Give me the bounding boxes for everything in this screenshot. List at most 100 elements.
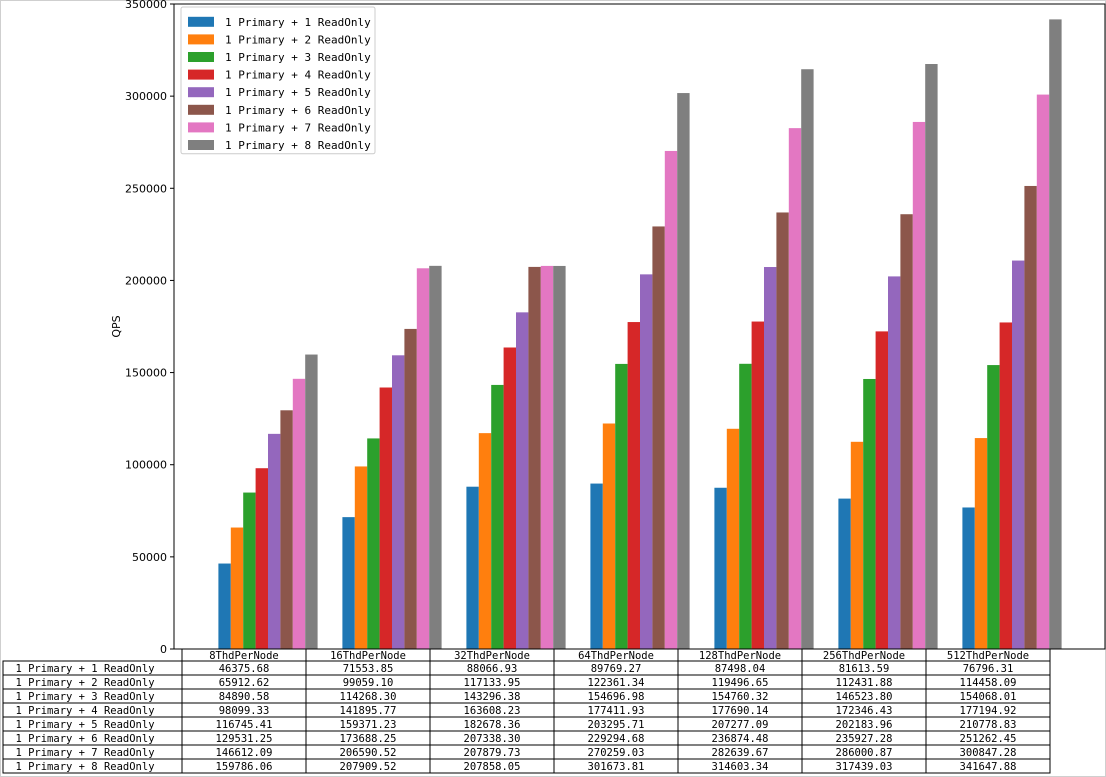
table-column-header: 64ThdPerNode — [578, 650, 654, 662]
table-row-label: 1 Primary + 6 ReadOnly — [15, 733, 154, 745]
bar — [776, 212, 789, 649]
table-cell-value: 71553.85 — [343, 663, 394, 675]
legend-swatch — [188, 87, 214, 98]
table-cell-value: 173688.25 — [340, 733, 397, 745]
y-tick-label: 0 — [160, 643, 167, 656]
bar — [714, 487, 727, 649]
table-row-label: 1 Primary + 8 ReadOnly — [15, 761, 154, 773]
data-table: 8ThdPerNode 16ThdPerNode 32ThdPerNode 64Thd… — [2, 648, 1051, 774]
bar — [664, 150, 678, 649]
y-tick-label: 150000 — [125, 367, 167, 380]
bar — [974, 438, 988, 649]
y-axis-label: QPS — [110, 315, 123, 337]
table-cell-value: 116745.41 — [216, 719, 273, 731]
table-cell-value: 98099.33 — [219, 705, 270, 717]
bar — [354, 466, 368, 649]
bar — [788, 128, 802, 649]
legend-label: 1 Primary + 2 ReadOnly — [225, 33, 371, 46]
table-cell-value: 207277.09 — [712, 719, 769, 731]
bar — [230, 527, 244, 649]
table-cell-value: 129531.25 — [216, 733, 273, 745]
table-row-label: 1 Primary + 4 ReadOnly — [15, 705, 154, 717]
bar — [416, 268, 430, 649]
table-cell-value: 210778.83 — [960, 719, 1017, 731]
table-column-header: 32ThdPerNode — [454, 650, 530, 662]
bar — [764, 267, 777, 649]
table-cell-value: 172346.43 — [836, 705, 893, 717]
bar — [218, 563, 231, 649]
legend-label: 1 Primary + 7 ReadOnly — [225, 121, 371, 134]
legend-label: 1 Primary + 4 ReadOnly — [225, 69, 371, 82]
bar — [268, 433, 281, 649]
table-cell-value: 88066.93 — [467, 663, 518, 675]
y-tick-label: 350000 — [125, 0, 167, 11]
bar — [404, 328, 417, 649]
bar — [1012, 260, 1025, 649]
table-cell-value: 159786.06 — [216, 761, 273, 773]
bar — [429, 265, 442, 649]
table-cell-value: 154068.01 — [960, 691, 1017, 703]
table-cell-value: 251262.45 — [960, 733, 1017, 745]
bar — [292, 378, 306, 649]
legend-swatch — [188, 104, 214, 115]
table-cell-value: 146612.09 — [216, 747, 273, 759]
table-cell-value: 202183.96 — [836, 719, 893, 731]
bar — [478, 433, 492, 649]
table-cell-value: 163608.23 — [464, 705, 521, 717]
table-cell-value: 341647.88 — [960, 761, 1017, 773]
legend-box — [180, 6, 376, 155]
bar — [367, 438, 380, 649]
bar — [503, 347, 516, 649]
table-cell-value: 235927.28 — [836, 733, 893, 745]
table-cell-value: 114458.09 — [960, 677, 1017, 689]
y-tick-label: 50000 — [132, 551, 167, 564]
table-cell-value: 65912.62 — [219, 677, 270, 689]
bar — [801, 69, 814, 650]
bar — [677, 93, 690, 649]
bar — [342, 517, 355, 649]
bar — [255, 468, 268, 649]
bar — [528, 266, 541, 649]
table-cell-value: 154696.98 — [588, 691, 645, 703]
bar — [838, 498, 851, 649]
table-row-label: 1 Primary + 2 ReadOnly — [15, 677, 154, 689]
bar — [888, 276, 901, 649]
table-cell-value: 314603.34 — [712, 761, 769, 773]
table-cell-value: 46375.68 — [219, 663, 270, 675]
table-cell-value: 270259.03 — [588, 747, 645, 759]
table-cell-value: 177690.14 — [712, 705, 769, 717]
y-tick-label: 100000 — [125, 459, 167, 472]
table-cell-value: 119496.65 — [712, 677, 769, 689]
bar — [739, 363, 752, 649]
bar — [850, 441, 864, 649]
table-cell-value: 159371.23 — [340, 719, 397, 731]
legend-swatch — [188, 34, 214, 45]
table-row-label: 1 Primary + 7 ReadOnly — [15, 747, 154, 759]
legend-label: 1 Primary + 5 ReadOnly — [225, 86, 371, 99]
table-cell-value: 99059.10 — [343, 677, 394, 689]
legend-swatch — [188, 140, 214, 150]
bar — [280, 410, 293, 649]
bar — [751, 321, 764, 649]
bar — [491, 384, 504, 649]
bar — [1049, 19, 1062, 649]
table-cell-value: 286000.87 — [836, 747, 893, 759]
bar — [305, 354, 318, 649]
bar — [1024, 185, 1037, 649]
table-cell-value: 207338.30 — [464, 733, 521, 745]
table-cell-value: 141895.77 — [340, 705, 397, 717]
bar — [962, 507, 975, 649]
table-column-header: 8ThdPerNode — [209, 650, 279, 662]
table-cell-value: 112431.88 — [836, 677, 893, 689]
table-cell-value: 177194.92 — [960, 705, 1017, 717]
legend-swatch — [188, 16, 214, 27]
table-cell-value: 81613.59 — [839, 663, 890, 675]
table-row-label: 1 Primary + 3 ReadOnly — [15, 691, 154, 703]
bar — [392, 355, 405, 649]
table-cell-value: 236874.48 — [712, 733, 769, 745]
legend-swatch — [188, 69, 214, 80]
table-cell-value: 282639.67 — [712, 747, 769, 759]
legend: 1 Primary + 1 ReadOnly 1 Primary + 2 Read… — [180, 6, 376, 155]
bar — [912, 121, 926, 649]
